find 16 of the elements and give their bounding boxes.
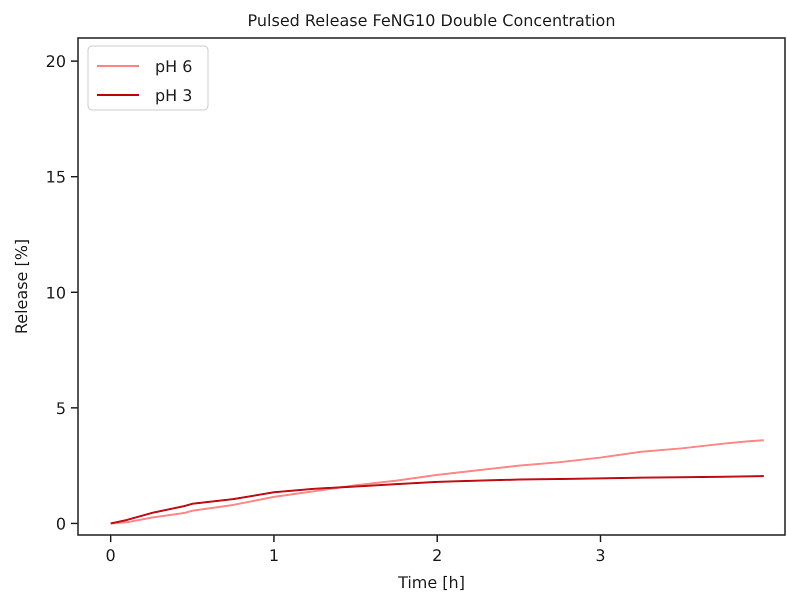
y-tick-label: 15: [46, 168, 66, 187]
chart-title: Pulsed Release FeNG10 Double Concentration: [248, 11, 616, 30]
x-tick-label: 2: [432, 546, 442, 565]
legend-label: pH 3: [155, 86, 192, 105]
x-tick-label: 0: [106, 546, 116, 565]
y-tick-label: 20: [46, 52, 66, 72]
y-tick-label: 0: [56, 514, 66, 534]
legend-label: pH 6: [155, 57, 192, 76]
line-series: [110, 439, 765, 524]
line-series: [110, 475, 765, 524]
y-tick-label: 5: [56, 398, 66, 418]
x-tick-label: 3: [595, 546, 606, 565]
x-tick-label: 1: [268, 546, 280, 565]
x-axis-title: Time [h]: [397, 573, 465, 592]
y-axis-title: Release [%]: [12, 238, 31, 334]
y-tick-label: 10: [46, 283, 66, 302]
